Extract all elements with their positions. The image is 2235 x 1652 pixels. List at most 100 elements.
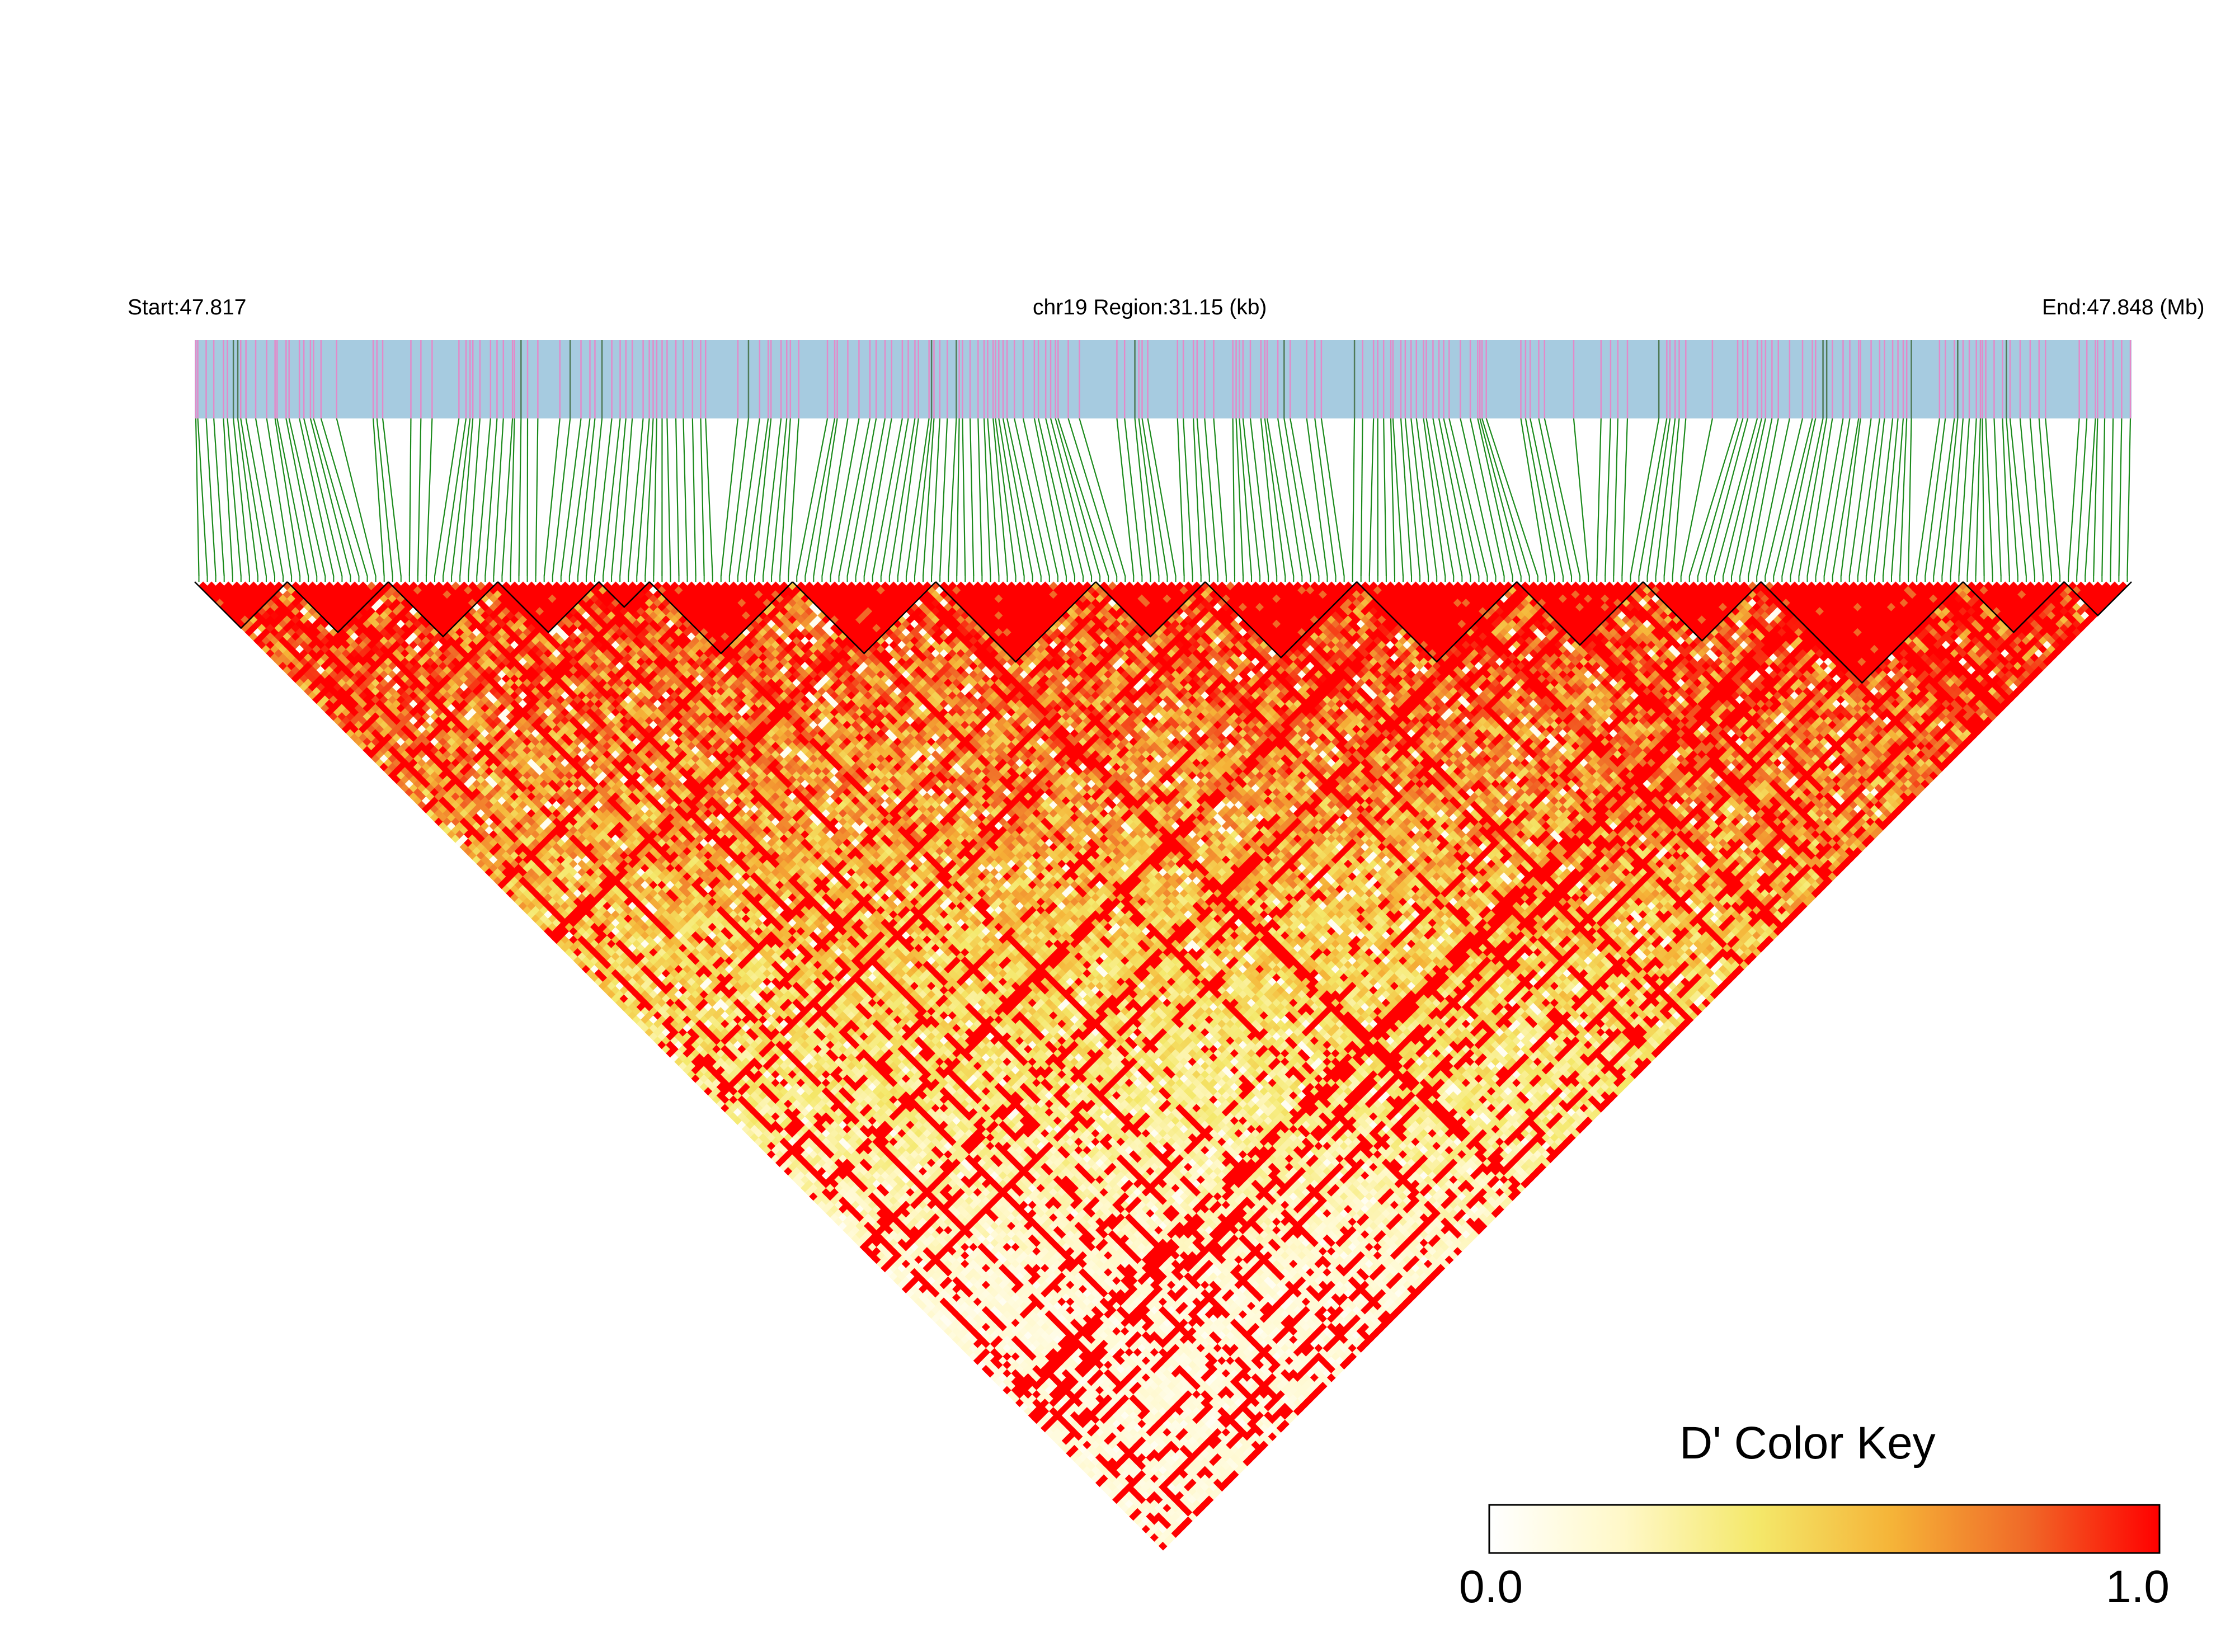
connector-line (1124, 418, 1143, 577)
connector-line (1672, 418, 1687, 577)
heatmap-cell (451, 817, 460, 827)
connector-line (1832, 418, 1860, 577)
heatmap-cell (1003, 1385, 1012, 1395)
heatmap-cell (746, 1112, 755, 1121)
heatmap-cell (569, 952, 578, 961)
heatmap-cell (518, 901, 528, 911)
connector-line (1865, 418, 1885, 577)
heatmap-cell (649, 1015, 658, 1024)
connector-line (245, 418, 276, 577)
connector-line (459, 418, 474, 577)
connector-line (501, 418, 514, 577)
heatmap-cell (956, 1322, 966, 1332)
connector-line (2085, 418, 2096, 577)
heatmap-cell (923, 1288, 932, 1298)
connector-line (705, 418, 713, 577)
connector-line (813, 418, 838, 577)
connector-line (1605, 418, 1611, 577)
connector-line (880, 418, 909, 577)
connector-line (863, 418, 892, 577)
connector-line (922, 418, 935, 577)
heatmap-cell (324, 708, 334, 717)
heatmap-cell (666, 1048, 675, 1058)
ld-heatmap-triangle (198, 581, 2128, 1551)
connector-line (1116, 418, 1135, 577)
connector-line (276, 418, 309, 577)
heatmap-cell (455, 838, 465, 848)
connector-line (653, 418, 657, 577)
heatmap-cell (324, 691, 334, 700)
heatmap-cell (729, 1095, 738, 1104)
connector-line (998, 418, 1025, 577)
heatmap-cell (1083, 1465, 1092, 1475)
heatmap-cell (594, 977, 604, 987)
heatmap-cell (535, 918, 545, 928)
connector-line (1781, 418, 1817, 577)
heatmap-cell (447, 821, 457, 831)
connector-line (1306, 418, 1328, 577)
heatmap-cell (986, 1368, 995, 1378)
connector-line (1204, 418, 1218, 577)
heatmap-cell (872, 1255, 882, 1264)
heatmap-cell (518, 884, 528, 894)
connector-line (552, 418, 571, 577)
connector-line (425, 418, 433, 577)
heatmap-cell (889, 1255, 898, 1264)
heatmap-cell (598, 981, 608, 991)
connector-line (1958, 418, 1970, 577)
heatmap-cell (341, 708, 351, 717)
connector-line (1352, 418, 1356, 577)
connector-line (1438, 418, 1471, 577)
connector-line (1213, 418, 1227, 577)
connector-line (1235, 418, 1244, 577)
heatmap-cell (388, 754, 397, 764)
heatmap-cell (438, 821, 448, 831)
connector-line (1925, 418, 1946, 577)
connector-line (1655, 418, 1676, 577)
connector-line (1857, 418, 1880, 577)
connector-line (930, 418, 940, 577)
heatmap-cell (472, 855, 482, 864)
heatmap-cell (421, 788, 431, 797)
connector-line (1242, 418, 1261, 577)
heatmap-cell (291, 674, 300, 684)
connector-line (434, 418, 460, 577)
heatmap-cell (775, 1158, 785, 1168)
heatmap-cell (484, 868, 494, 877)
connector-line (309, 418, 351, 577)
heatmap-cell (1003, 1368, 1012, 1378)
connector-line (628, 418, 644, 577)
heatmap-cell (1133, 1516, 1142, 1526)
heatmap-cell (1116, 1499, 1126, 1509)
heatmap-cell (678, 1044, 688, 1054)
heatmap-cell (261, 628, 271, 637)
heatmap-cell (775, 1141, 785, 1151)
heatmap-cell (1019, 1385, 1029, 1395)
connector-line (1646, 418, 1671, 577)
connector-line (1014, 418, 1050, 577)
connector-line (1596, 418, 1602, 577)
connector-line (855, 418, 886, 577)
heatmap-cell (859, 1225, 869, 1235)
connector-line (1290, 418, 1320, 577)
heatmap-cell (244, 611, 254, 620)
connector-line (577, 418, 596, 577)
connector-line (535, 418, 539, 577)
connector-line (1423, 418, 1446, 577)
connector-line (1045, 418, 1084, 577)
connector-line (888, 418, 916, 577)
connector-line (728, 418, 750, 577)
heatmap-cell (1078, 1461, 1088, 1471)
connector-line (2076, 418, 2088, 577)
heatmap-cell (1150, 1533, 1160, 1542)
connector-line (240, 418, 267, 577)
heatmap-cell (712, 1095, 722, 1104)
connector-line (195, 418, 200, 577)
connector-line (1773, 418, 1813, 577)
connector-line (2045, 418, 2061, 577)
connector-line (1314, 418, 1337, 577)
heatmap-cell (261, 644, 271, 654)
connector-line (846, 418, 877, 577)
heatmap-cell (1019, 1402, 1029, 1412)
heatmap-cell (615, 981, 625, 991)
